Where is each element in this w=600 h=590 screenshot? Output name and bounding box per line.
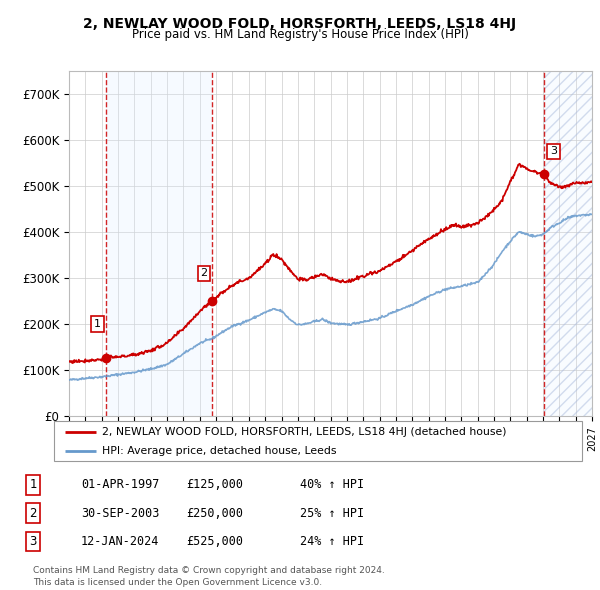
Text: 3: 3 — [550, 146, 557, 156]
Text: 2: 2 — [29, 507, 37, 520]
Text: 1: 1 — [29, 478, 37, 491]
FancyBboxPatch shape — [54, 421, 582, 461]
Text: 2, NEWLAY WOOD FOLD, HORSFORTH, LEEDS, LS18 4HJ (detached house): 2, NEWLAY WOOD FOLD, HORSFORTH, LEEDS, L… — [101, 428, 506, 438]
Text: HPI: Average price, detached house, Leeds: HPI: Average price, detached house, Leed… — [101, 447, 336, 456]
Text: 3: 3 — [29, 535, 37, 548]
Bar — [544, 71, 592, 416]
Bar — [106, 71, 212, 416]
Text: 01-APR-1997: 01-APR-1997 — [81, 478, 160, 491]
Text: £250,000: £250,000 — [186, 507, 243, 520]
Text: 25% ↑ HPI: 25% ↑ HPI — [300, 507, 364, 520]
Text: 40% ↑ HPI: 40% ↑ HPI — [300, 478, 364, 491]
Text: 30-SEP-2003: 30-SEP-2003 — [81, 507, 160, 520]
Text: £125,000: £125,000 — [186, 478, 243, 491]
Text: 12-JAN-2024: 12-JAN-2024 — [81, 535, 160, 548]
Text: Contains HM Land Registry data © Crown copyright and database right 2024.
This d: Contains HM Land Registry data © Crown c… — [33, 566, 385, 587]
Text: 2, NEWLAY WOOD FOLD, HORSFORTH, LEEDS, LS18 4HJ: 2, NEWLAY WOOD FOLD, HORSFORTH, LEEDS, L… — [83, 17, 517, 31]
Bar — [544, 71, 592, 416]
Text: 2: 2 — [200, 268, 208, 278]
Text: Price paid vs. HM Land Registry's House Price Index (HPI): Price paid vs. HM Land Registry's House … — [131, 28, 469, 41]
Text: 1: 1 — [94, 319, 101, 329]
Text: 24% ↑ HPI: 24% ↑ HPI — [300, 535, 364, 548]
Text: £525,000: £525,000 — [186, 535, 243, 548]
